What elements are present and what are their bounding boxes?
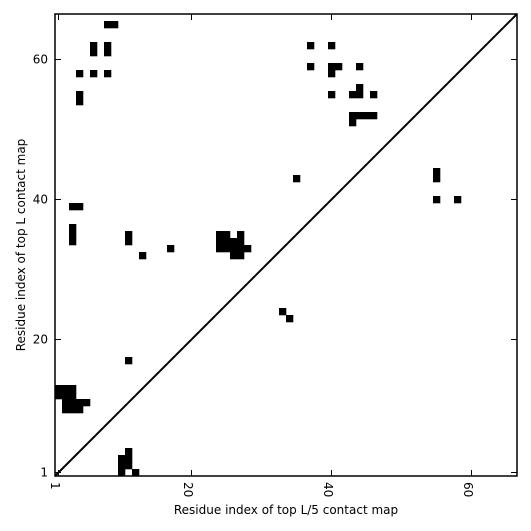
contact-cell-24-35 xyxy=(216,231,224,239)
contact-cell-13-32 xyxy=(139,252,147,260)
contact-cell-46-52 xyxy=(370,112,378,120)
contact-cell-25-33 xyxy=(223,245,231,253)
contact-cell-2-10 xyxy=(62,406,70,414)
contact-cell-3-13 xyxy=(69,385,77,393)
diagonal-line xyxy=(54,13,518,477)
y-tick-label-1: 1 xyxy=(40,466,48,480)
contact-cell-40-62 xyxy=(328,42,336,50)
contact-cell-4-58 xyxy=(76,70,84,78)
contact-cell-25-35 xyxy=(223,231,231,239)
contact-cell-55-43 xyxy=(433,175,441,183)
contact-cell-40-55 xyxy=(328,91,336,99)
axis-ticks: 1 20 40 60 1 20 40 60 xyxy=(33,14,517,497)
contact-cell-34-23 xyxy=(286,315,294,323)
contact-cell-3-11 xyxy=(69,399,77,407)
contact-cell-11-4 xyxy=(125,448,133,456)
contact-cell-17-33 xyxy=(167,245,175,253)
contact-cell-43-52 xyxy=(349,112,357,120)
contact-cell-26-32 xyxy=(230,252,238,260)
contact-cell-2-11 xyxy=(62,399,70,407)
contact-cell-6-62 xyxy=(90,42,98,50)
contact-cell-46-55 xyxy=(370,91,378,99)
contact-cell-2-13 xyxy=(62,385,70,393)
x-tick-label-20: 20 xyxy=(181,482,195,497)
contact-cell-37-59 xyxy=(307,63,315,71)
contact-cell-3-12 xyxy=(69,392,77,400)
contact-cell-27-32 xyxy=(237,252,245,260)
contact-cell-37-62 xyxy=(307,42,315,50)
contact-cell-4-11 xyxy=(76,399,84,407)
contact-cell-27-33 xyxy=(237,245,245,253)
contact-cell-10-2 xyxy=(118,462,126,470)
contact-cell-4-10 xyxy=(76,406,84,414)
y-axis-label: Residue index of top L contact map xyxy=(14,139,28,352)
contact-cell-27-34 xyxy=(237,238,245,246)
contact-cell-26-33 xyxy=(230,245,238,253)
contact-cell-6-58 xyxy=(90,70,98,78)
contact-cell-44-55 xyxy=(356,91,364,99)
contact-cell-41-59 xyxy=(335,63,343,71)
contact-cell-4-39 xyxy=(76,203,84,211)
contact-cell-12-1 xyxy=(132,469,140,477)
contact-cell-10-3 xyxy=(118,455,126,463)
x-tick-label-40: 40 xyxy=(321,482,335,497)
y-tick-label-60: 60 xyxy=(33,53,48,67)
contact-cell-8-61 xyxy=(104,49,112,57)
contact-cell-35-43 xyxy=(293,175,301,183)
contact-cell-26-34 xyxy=(230,238,238,246)
contact-cell-11-35 xyxy=(125,231,133,239)
x-tick-label-60: 60 xyxy=(461,482,475,497)
contact-cell-8-65 xyxy=(104,21,112,29)
contact-cell-3-36 xyxy=(69,224,77,232)
contact-cell-11-17 xyxy=(125,357,133,365)
contact-cell-8-62 xyxy=(104,42,112,50)
contact-cell-9-65 xyxy=(111,21,119,29)
contact-cell-11-2 xyxy=(125,462,133,470)
plot-frame xyxy=(54,13,518,477)
contact-cell-11-3 xyxy=(125,455,133,463)
contact-cell-3-34 xyxy=(69,238,77,246)
contact-cell-6-61 xyxy=(90,49,98,57)
contact-cell-58-40 xyxy=(454,196,462,204)
contact-cell-1-13 xyxy=(55,385,63,393)
x-axis-label: Residue index of top L/5 contact map xyxy=(174,503,398,517)
contact-cell-11-34 xyxy=(125,238,133,246)
contact-cell-3-35 xyxy=(69,231,77,239)
contact-cell-55-44 xyxy=(433,168,441,176)
contact-cell-24-33 xyxy=(216,245,224,253)
contact-cell-8-58 xyxy=(104,70,112,78)
x-tick-label-1: 1 xyxy=(48,482,62,490)
contact-cell-45-52 xyxy=(363,112,371,120)
contact-cell-44-56 xyxy=(356,84,364,92)
contact-cell-10-1 xyxy=(118,469,126,477)
contact-cell-33-24 xyxy=(279,308,287,316)
contact-cell-3-39 xyxy=(69,203,77,211)
y-tick-label-20: 20 xyxy=(33,333,48,347)
contact-cell-3-10 xyxy=(69,406,77,414)
contact-cell-25-34 xyxy=(223,238,231,246)
contact-cell-2-12 xyxy=(62,392,70,400)
contact-cell-4-54 xyxy=(76,98,84,106)
contact-cell-55-40 xyxy=(433,196,441,204)
contact-cell-43-51 xyxy=(349,119,357,127)
contact-cell-40-58 xyxy=(328,70,336,78)
contact-cell-1-12 xyxy=(55,392,63,400)
contact-cell-28-33 xyxy=(244,245,252,253)
contact-cell-44-59 xyxy=(356,63,364,71)
contact-cell-43-55 xyxy=(349,91,357,99)
contact-cell-24-34 xyxy=(216,238,224,246)
contact-cell-4-55 xyxy=(76,91,84,99)
contact-cell-27-35 xyxy=(237,231,245,239)
contact-cell-44-52 xyxy=(356,112,364,120)
contact-cell-5-11 xyxy=(83,399,91,407)
contact-cells xyxy=(55,21,462,477)
contact-cell-40-59 xyxy=(328,63,336,71)
y-tick-label-40: 40 xyxy=(33,193,48,207)
